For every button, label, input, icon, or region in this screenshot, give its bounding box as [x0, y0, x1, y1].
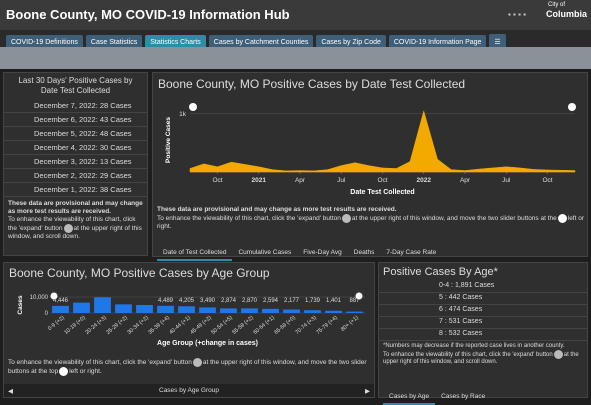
panel-title: Boone County, MO Positive Cases by Date …	[158, 77, 466, 91]
header: Boone County, MO COVID-19 Information Hu…	[0, 0, 591, 30]
footer: ◀ Cases by Age Group ▶	[4, 384, 374, 397]
list-item: December 2, 2022: 29 Cases	[4, 169, 147, 183]
note: left or right.	[157, 215, 585, 231]
note: These data are provisional and may chang…	[157, 206, 397, 213]
expand-icon[interactable]	[192, 358, 202, 367]
expand-icon[interactable]	[341, 214, 351, 223]
recent-title: Last 30 Days' Positive Cases by Date Tes…	[18, 76, 133, 95]
list-item: December 4, 2022: 30 Cases	[4, 141, 147, 155]
list-item: December 7, 2022: 28 Cases	[4, 99, 147, 113]
note: To enhance the viewability of this chart…	[8, 216, 136, 233]
chart-tab[interactable]: Cases by Race	[441, 393, 486, 400]
date-panel: Boone County, MO Positive Cases by Date …	[152, 72, 588, 261]
footer-label: Cases by Age Group	[159, 387, 219, 394]
social-icons[interactable]: ▪ ▪ ▪ ▪	[508, 10, 527, 19]
chart-tabs: Date of Test Collected Cumulative Cases Fi…	[157, 241, 442, 261]
note: *Numbers may decrease if the reported ca…	[383, 343, 565, 349]
note: To enhance the viewability of this chart…	[8, 359, 192, 367]
nav-tab[interactable]: COVID-19 Definitions	[6, 35, 83, 50]
nav-tab[interactable]: Case Statistics	[85, 35, 143, 50]
nav-tab[interactable]: COVID-19 Information Page	[388, 35, 487, 50]
chart-tab[interactable]: Five-Day Avg	[303, 249, 342, 256]
chart-tab[interactable]: 7-Day Case Rate	[386, 249, 437, 256]
band	[0, 47, 591, 69]
nav-tab[interactable]: Statistics Charts	[145, 35, 206, 50]
prev[interactable]: ◀	[8, 388, 13, 395]
list-item: December 6, 2022: 43 Cases	[4, 113, 147, 127]
chart-tab[interactable]: Cumulative Cases	[238, 249, 292, 256]
note: To enhance the viewability of this chart…	[383, 352, 553, 359]
note: at the upper right of this window, and m…	[8, 359, 367, 376]
panel-title: Boone County, MO Positive Cases by Age G…	[9, 266, 270, 280]
list-item: December 5, 2022: 48 Cases	[4, 127, 147, 141]
panel-title: Positive Cases By Age*	[383, 266, 498, 278]
chart-tabs: Cases by Age Cases by Race	[383, 385, 491, 405]
list-item: 8 : 532 Cases	[379, 329, 587, 341]
slider-icon	[59, 367, 69, 377]
chart-tab[interactable]: Date of Test Collected	[157, 246, 233, 261]
recent-panel: Last 30 Days' Positive Cases by Date Tes…	[3, 72, 148, 256]
nav-tab[interactable]: Cases by Catchment Counties	[208, 35, 314, 50]
note: These data are provisional and may chang…	[8, 200, 143, 215]
age-list-panel: Positive Cases By Age* 0-4 : 1,891 Cases…	[378, 262, 588, 405]
age-panel: Boone County, MO Positive Cases by Age G…	[3, 262, 375, 398]
menu[interactable]: ☰	[489, 34, 506, 50]
list-item: December 1, 2022: 38 Cases	[4, 183, 147, 197]
note: To enhance the viewability of this chart…	[157, 215, 341, 223]
note: at the upper right of this window, and s…	[8, 225, 142, 241]
logo-top: City of	[548, 2, 566, 8]
note: left or right.	[69, 368, 102, 376]
nav: COVID-19 Definitions Case Statistics Stati…	[0, 30, 591, 50]
age-list: 0-4 : 1,891 Cases 5 : 442 Cases 6 : 474 Ca…	[379, 281, 587, 341]
list-item: 7 : 531 Cases	[379, 317, 587, 329]
list-item: 5 : 442 Cases	[379, 293, 587, 305]
chart-tab[interactable]: Deaths	[353, 249, 375, 256]
expand-icon[interactable]	[553, 350, 563, 359]
expand-icon[interactable]	[63, 224, 73, 233]
list-item: 6 : 474 Cases	[379, 305, 587, 317]
slider-icon	[557, 214, 567, 223]
note: at the upper right of this window, and s…	[383, 352, 579, 366]
note: at the upper right of this window, and m…	[351, 215, 557, 223]
list-item: 0-4 : 1,891 Cases	[379, 281, 587, 293]
nav-tab[interactable]: Cases by Zip Code	[316, 35, 386, 50]
list-item: December 3, 2022: 13 Cases	[4, 155, 147, 169]
next[interactable]: ▶	[365, 388, 370, 395]
logo: Columbia	[546, 9, 588, 19]
recent-list: December 7, 2022: 28 Cases December 6, 20…	[4, 99, 147, 197]
title: Boone County, MO COVID-19 Information Hu…	[6, 7, 290, 22]
